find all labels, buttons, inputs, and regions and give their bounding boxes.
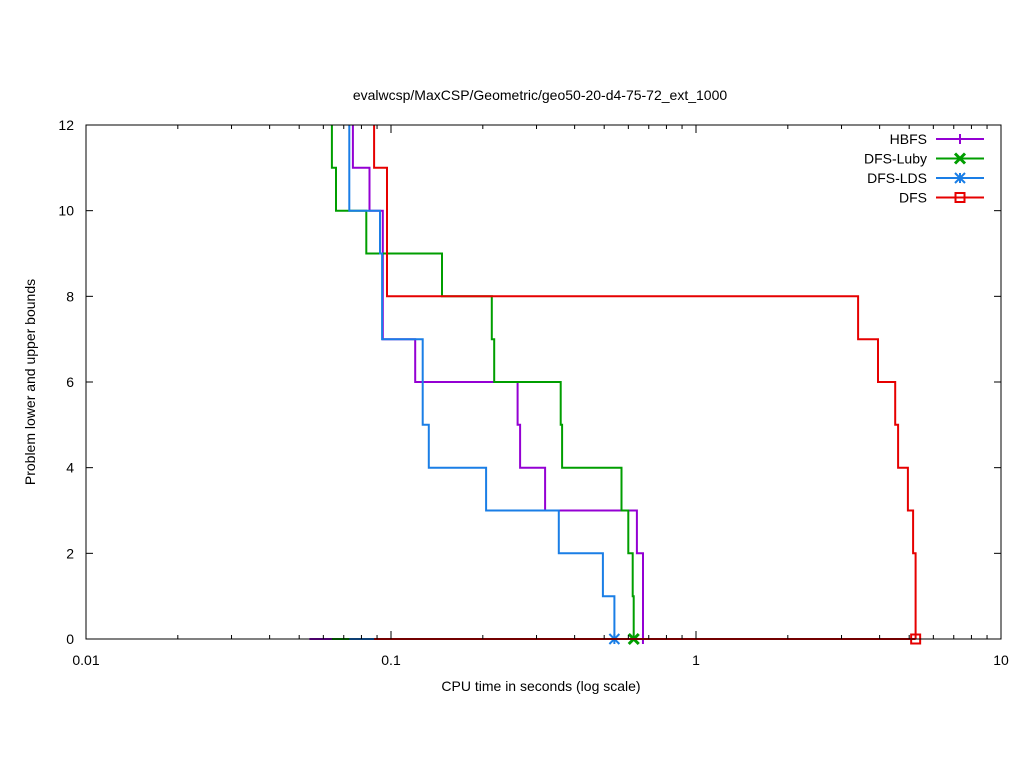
legend-entry-hbfs: HBFS — [890, 131, 984, 147]
legend-label: DFS-Luby — [864, 151, 927, 167]
x-tick-label: 1 — [692, 652, 700, 668]
y-tick-label: 10 — [58, 203, 74, 219]
y-axis-label: Problem lower and upper bounds — [22, 279, 38, 485]
series-dfs-upper-bound — [373, 125, 917, 639]
legend-marker — [953, 152, 967, 165]
series-hbfs — [309, 125, 648, 644]
series-dfs-luby — [330, 125, 640, 646]
series-dfs-lds-upper-bound — [348, 125, 616, 639]
x-tick-label: 10 — [993, 652, 1009, 668]
y-tick-label: 8 — [66, 288, 74, 304]
y-tick-label: 4 — [66, 460, 74, 476]
x-tick-label: 0.1 — [381, 652, 401, 668]
legend-marker — [954, 172, 966, 184]
legend-marker — [955, 134, 965, 144]
y-tick-label: 0 — [66, 631, 74, 647]
legend-entry-dfs: DFS — [899, 190, 984, 206]
series-dfs-lds — [348, 125, 621, 645]
legend-marker — [954, 192, 966, 203]
legend-entry-dfs-luby: DFS-Luby — [864, 151, 984, 167]
legend-label: DFS — [899, 190, 927, 206]
x-axis-label: CPU time in seconds (log scale) — [441, 678, 640, 694]
series-dfs — [373, 125, 922, 645]
chart-title: evalwcsp/MaxCSP/Geometric/geo50-20-d4-75… — [353, 87, 728, 103]
y-tick-label: 2 — [66, 545, 74, 561]
y-tick-label: 6 — [66, 374, 74, 390]
series-hbfs-upper-bound — [351, 125, 644, 639]
legend-label: DFS-LDS — [867, 170, 927, 186]
legend-entry-dfs-lds: DFS-LDS — [867, 170, 984, 186]
x-tick-label: 0.01 — [72, 652, 99, 668]
y-tick-label: 12 — [58, 117, 74, 133]
legend-label: HBFS — [890, 131, 927, 147]
